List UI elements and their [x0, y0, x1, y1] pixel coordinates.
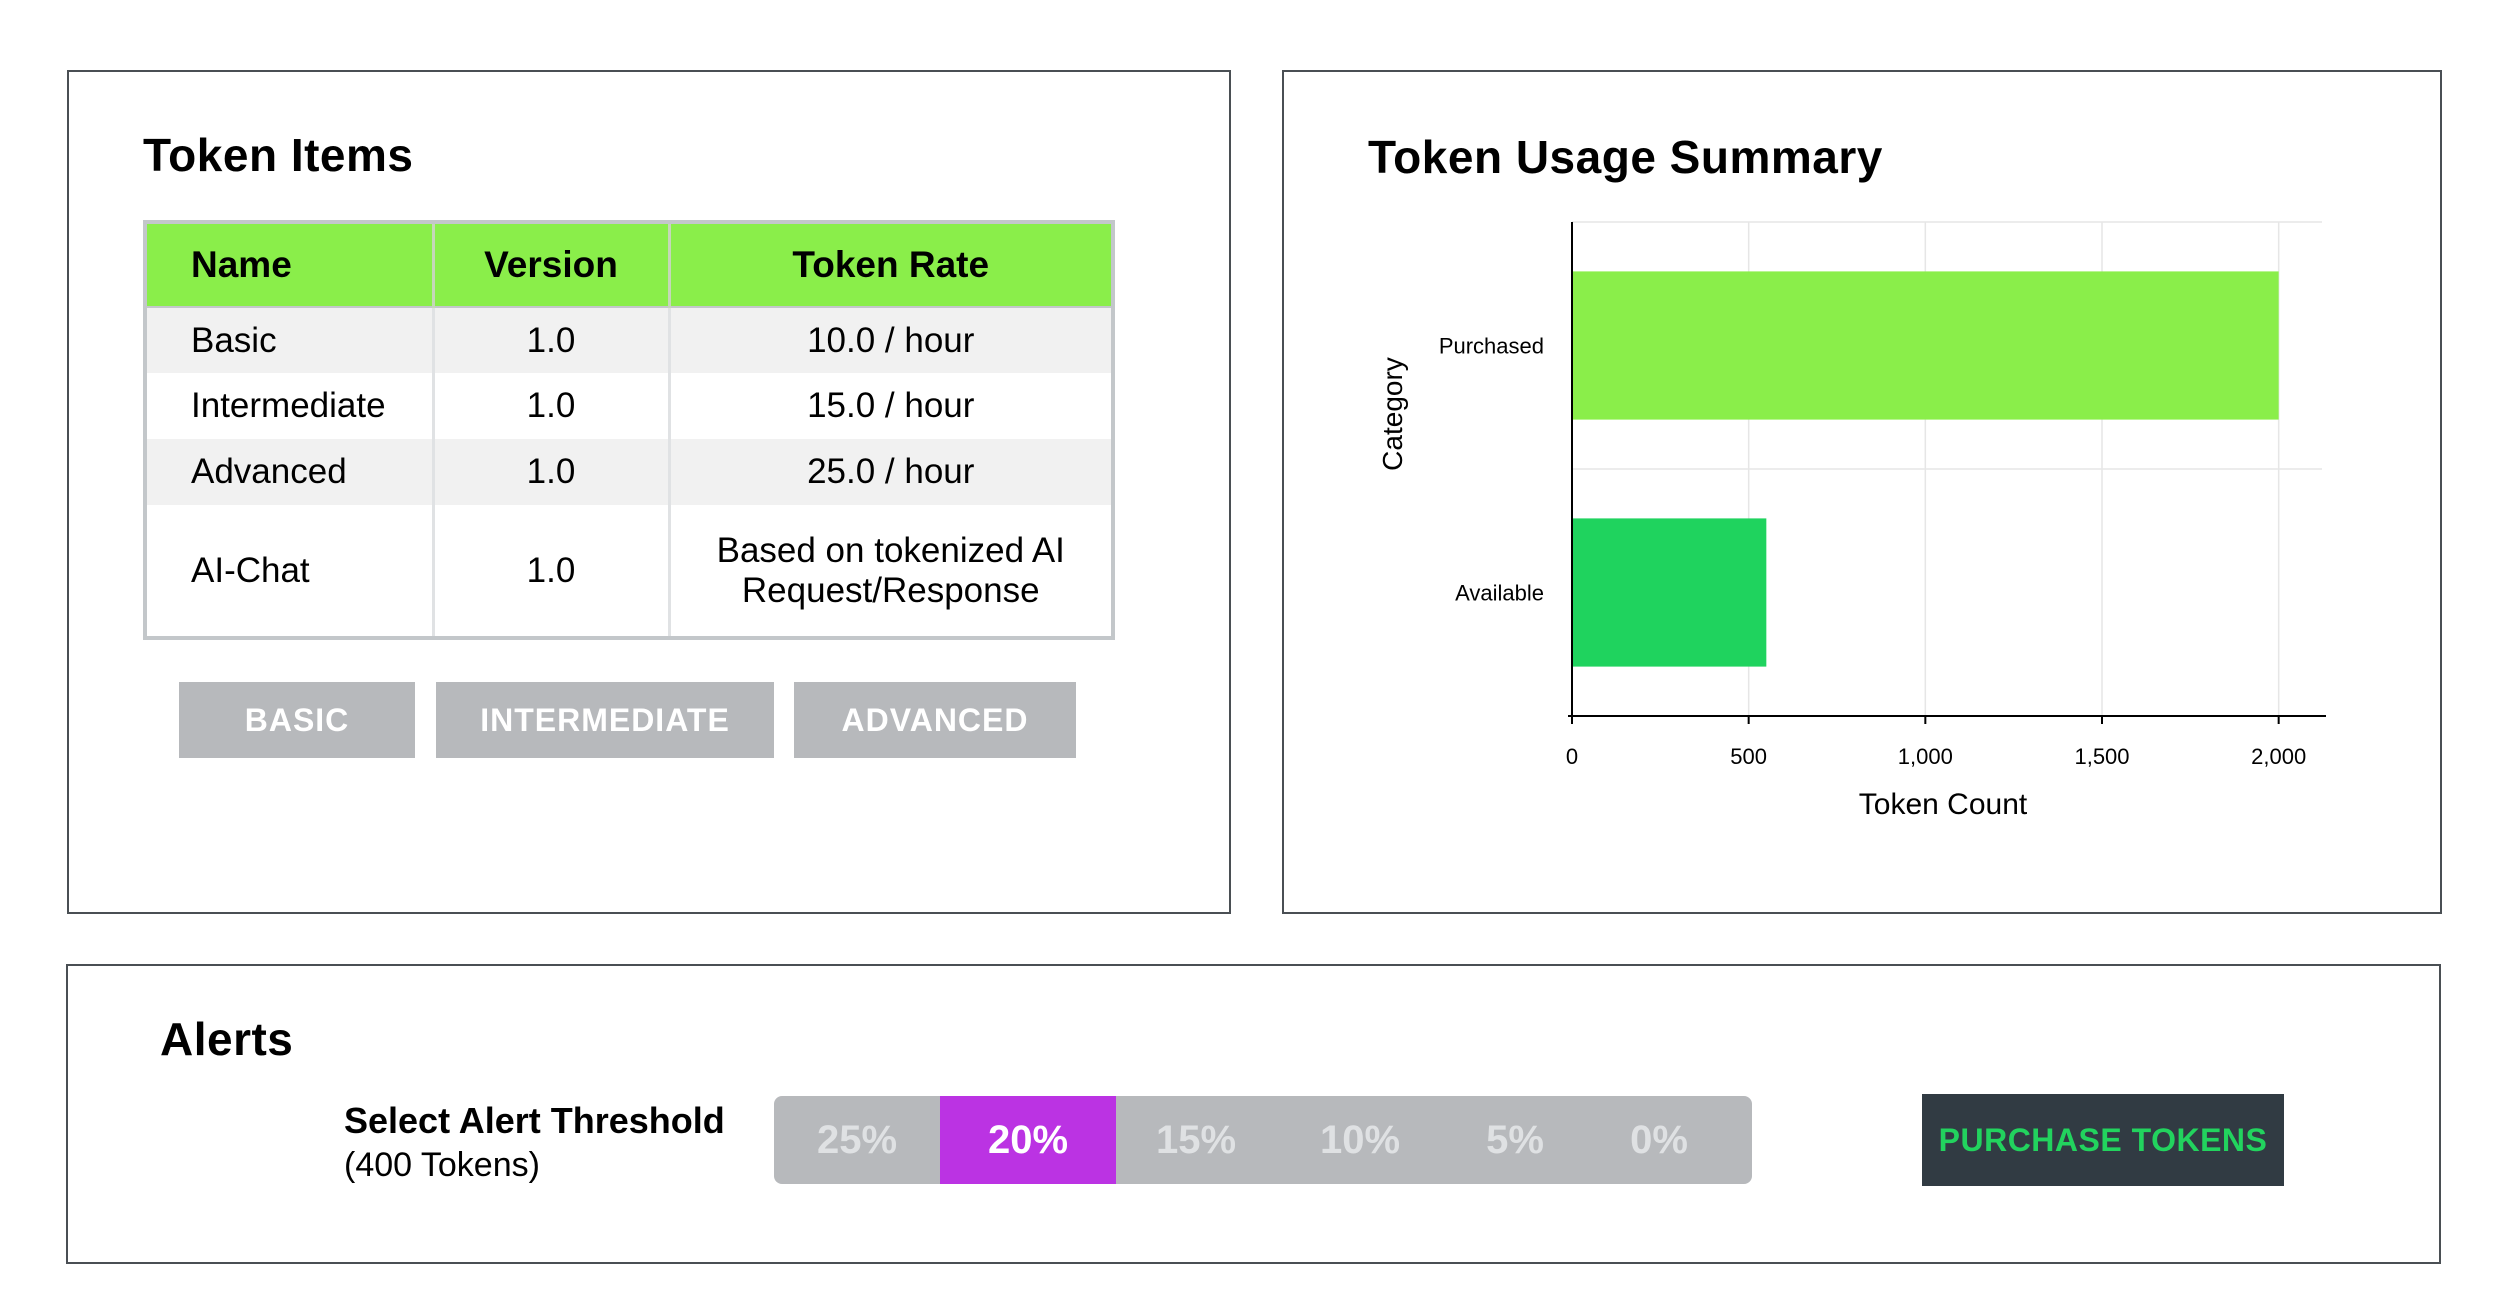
- table-header-row: Name Version Token Rate: [145, 222, 1113, 308]
- y-axis-title: Category: [1377, 357, 1408, 471]
- cell-name: AI-Chat: [145, 505, 435, 638]
- token-items-panel: Token Items Name Version Token Rate Basi…: [67, 70, 1231, 914]
- threshold-option-25[interactable]: 25%: [816, 1117, 898, 1162]
- alerts-panel: Alerts Select Alert Threshold (400 Token…: [66, 964, 2441, 1264]
- cell-token-rate-text: Based on tokenized AI Request/Response: [716, 530, 1065, 610]
- x-tick-label: 2,000: [2251, 744, 2306, 769]
- x-tick-label: 0: [1566, 744, 1578, 769]
- table-row[interactable]: Basic 1.0 10.0 / hour: [145, 307, 1113, 373]
- cell-token-rate: 25.0 / hour: [807, 452, 975, 491]
- cell-name: Basic: [145, 307, 435, 373]
- x-tick-label: 1,500: [2074, 744, 2129, 769]
- threshold-option-15[interactable]: 15%: [1155, 1117, 1237, 1162]
- alert-threshold-heading: Select Alert Threshold: [344, 1100, 725, 1141]
- category-label: Purchased: [1439, 334, 1544, 359]
- alert-threshold-tokens: (400 Tokens): [344, 1146, 540, 1184]
- alert-threshold-label: Select Alert Threshold (400 Tokens): [344, 1100, 725, 1185]
- column-header-version[interactable]: Version: [433, 222, 671, 308]
- x-axis-title: Token Count: [1859, 788, 2028, 821]
- token-usage-chart: Purchased Available 0 500 1,000 1,500 2,000 Tok…: [1377, 221, 2326, 821]
- column-header-name[interactable]: Name: [145, 222, 435, 308]
- cell-version: 1.0: [433, 505, 671, 638]
- token-usage-title: Token Usage Summary: [1368, 131, 1883, 183]
- table-row[interactable]: Intermediate 1.0 15.0 / hour: [145, 373, 1113, 439]
- basic-button[interactable]: BASIC: [179, 682, 415, 758]
- token-items-table: Name Version Token Rate Basic 1.0 10.0 /…: [143, 220, 1115, 640]
- table-row[interactable]: Advanced 1.0 25.0 / hour: [145, 439, 1113, 505]
- bar-available: [1572, 518, 1767, 667]
- cell-token-rate: Based on tokenized AI Request/Response: [669, 505, 1113, 638]
- threshold-option-10[interactable]: 10%: [1319, 1117, 1401, 1162]
- token-usage-panel: Token Usage Summary Purchased Available 0 5…: [1282, 70, 2442, 914]
- threshold-option-20[interactable]: 20%: [940, 1096, 1116, 1184]
- token-items-title: Token Items: [143, 129, 414, 181]
- purchase-tokens-button[interactable]: PURCHASE TOKENS: [1922, 1094, 2284, 1186]
- alert-threshold-selector[interactable]: 25% 20% 15% 10% 5% 0%: [774, 1096, 1752, 1184]
- x-tick-label: 500: [1730, 744, 1767, 769]
- intermediate-button[interactable]: INTERMEDIATE: [436, 682, 774, 758]
- alerts-title: Alerts: [160, 1013, 294, 1065]
- cell-version: 1.0: [433, 439, 671, 505]
- cell-version: 1.0: [433, 307, 671, 373]
- threshold-option-5[interactable]: 5%: [1486, 1117, 1544, 1162]
- table-row[interactable]: AI-Chat 1.0 Based on tokenized AI Reques…: [145, 505, 1113, 638]
- category-label: Available: [1455, 581, 1544, 606]
- advanced-button[interactable]: ADVANCED: [794, 682, 1076, 758]
- column-header-token-rate[interactable]: Token Rate: [669, 222, 1113, 308]
- cell-name: Advanced: [145, 439, 435, 505]
- cell-version: 1.0: [433, 373, 671, 439]
- x-tick-label: 1,000: [1898, 744, 1953, 769]
- threshold-option-0[interactable]: 0%: [1630, 1117, 1688, 1162]
- bar-purchased: [1572, 271, 2279, 420]
- cell-name: Intermediate: [145, 373, 435, 439]
- cell-token-rate: 15.0 / hour: [807, 386, 975, 425]
- cell-token-rate: 10.0 / hour: [807, 320, 975, 360]
